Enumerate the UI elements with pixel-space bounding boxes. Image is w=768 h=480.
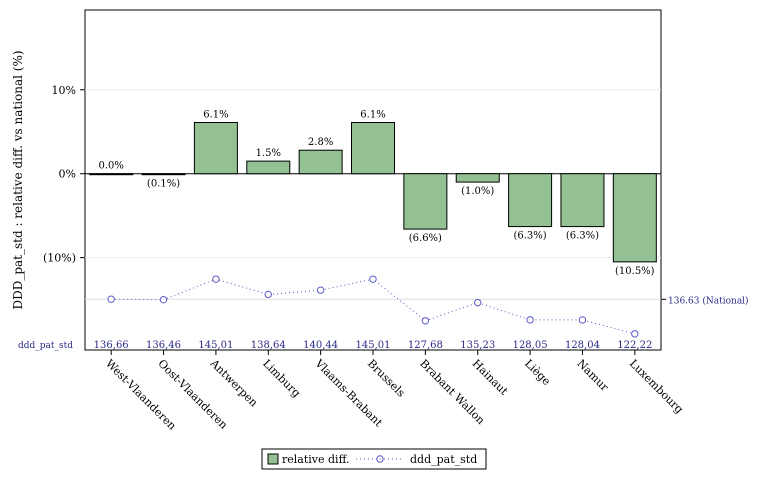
ddd-point xyxy=(369,275,377,283)
bar-value-label: (0.1%) xyxy=(147,179,180,190)
legend-line-marker xyxy=(376,455,384,463)
ddd-value-label: 128,05 xyxy=(513,340,548,351)
bar xyxy=(508,173,553,228)
y-tick-label: 10% xyxy=(52,84,76,97)
bar xyxy=(141,173,186,176)
ddd-value-label: 135,23 xyxy=(460,340,495,351)
line-series xyxy=(107,275,639,338)
ddd-value-label: 128,04 xyxy=(565,340,600,351)
legend-bar-label: relative diff. xyxy=(282,453,349,466)
y-axis: 10% 0% (10%) xyxy=(43,84,666,300)
bar xyxy=(246,160,291,175)
bar-value-label: (6.3%) xyxy=(566,231,599,242)
bar xyxy=(193,121,238,175)
y-tick-label: 0% xyxy=(59,168,76,181)
bar-value-label: 2.8% xyxy=(308,137,333,148)
ddd-point xyxy=(631,330,639,338)
ddd-point xyxy=(159,295,168,304)
ddd-point xyxy=(474,298,482,307)
bar xyxy=(560,173,605,228)
ddd-point xyxy=(578,316,587,324)
legend-bar-swatch xyxy=(267,453,279,465)
ddd-line xyxy=(111,278,635,335)
bar xyxy=(455,173,500,183)
ddd-point xyxy=(421,317,430,325)
bar-value-label: 6.1% xyxy=(203,109,228,120)
legend-line-label: ddd_pat_std xyxy=(410,453,477,466)
national-reference-label: 136.63 (National) xyxy=(668,295,749,306)
ddd-point xyxy=(264,290,272,299)
bar-value-label: (10.5%) xyxy=(615,266,655,277)
ddd-row-values: 136,66 136,46 145,01 138,64 140,44 145,01 127,… xyxy=(94,340,653,351)
legend: relative diff. ddd_pat_std xyxy=(261,448,487,470)
x-tick-label: Namur xyxy=(574,357,611,394)
ddd-value-label: 140,44 xyxy=(303,340,338,351)
ddd-value-label: 145,01 xyxy=(198,340,233,351)
ddd-value-label: 136,66 xyxy=(94,340,129,351)
bar-value-label: 6.1% xyxy=(360,109,385,120)
row-label: ddd_pat_std xyxy=(18,341,73,351)
x-tick-label: Hainaut xyxy=(470,357,511,398)
y-tick-label: (10%) xyxy=(43,252,76,265)
ddd-point xyxy=(316,286,325,294)
bar xyxy=(298,149,343,175)
ddd-value-label: 138,64 xyxy=(251,340,286,351)
bar xyxy=(351,121,395,175)
y-axis-title: DDD_pat_std : relative diff. vs national… xyxy=(11,50,25,309)
ddd-value-label: 145,01 xyxy=(356,340,391,351)
ddd-point xyxy=(212,275,220,283)
bar xyxy=(403,173,448,230)
x-tick-label: Brussels xyxy=(365,357,408,400)
ddd-value-label: 136,46 xyxy=(146,340,181,351)
bar xyxy=(89,173,134,176)
bar-series xyxy=(89,121,657,263)
ddd-value-label: 127,68 xyxy=(408,340,443,351)
x-tick-label: Limburg xyxy=(260,357,303,400)
legend-box xyxy=(261,448,487,470)
bar-value-label: (6.6%) xyxy=(409,233,442,244)
bar-value-label: (6.3%) xyxy=(513,231,546,242)
bar-value-label: 1.5% xyxy=(256,148,281,159)
ddd-value-label: 122,22 xyxy=(617,340,652,351)
bar-value-label: 0.0% xyxy=(98,161,123,172)
ddd-point xyxy=(107,295,115,303)
ddd-point xyxy=(526,316,534,324)
bar xyxy=(612,173,657,263)
bar-labels: 0.0% (0.1%) 6.1% 1.5% 2.8% 6.1% (6.6%) (1.0%) (6… xyxy=(98,109,654,276)
x-tick-label: Liège xyxy=(522,357,553,388)
x-tick-label: Antwerpen xyxy=(207,356,260,409)
bar-value-label: (1.0%) xyxy=(461,186,494,197)
x-tick-label: Luxembourg xyxy=(627,357,686,416)
